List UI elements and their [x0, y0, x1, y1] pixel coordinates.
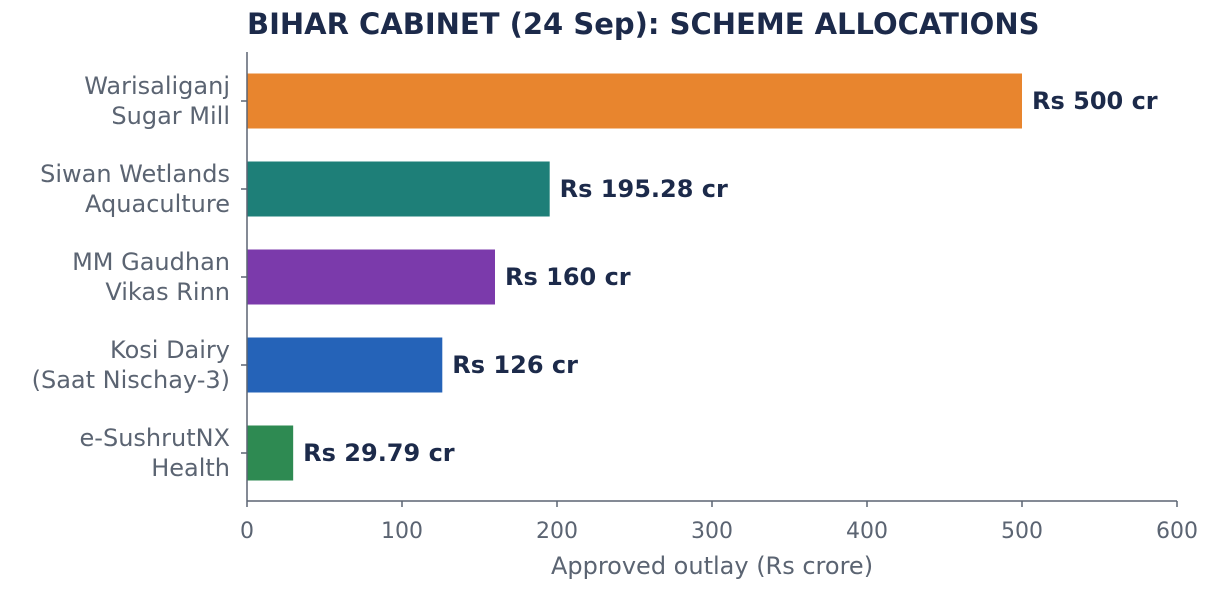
category-label: MM Gaudhan Vikas Rinn	[72, 248, 230, 306]
bar	[247, 161, 550, 217]
category-label: e-SushrutNX Health	[80, 424, 230, 482]
category-label-line: MM Gaudhan	[72, 248, 230, 276]
bar-data-label: Rs 126 cr	[452, 351, 578, 379]
category-label-line: Sugar Mill	[111, 102, 230, 130]
x-tick-label: 500	[1001, 519, 1043, 544]
x-axis: 0 100 200 300 400 500 600	[240, 500, 1198, 544]
x-tick-label: 200	[536, 519, 578, 544]
category-label: Siwan Wetlands Aquaculture	[40, 160, 230, 218]
x-tick-label: 0	[240, 519, 254, 544]
bar	[247, 249, 495, 305]
bar-data-label: Rs 500 cr	[1032, 87, 1158, 115]
x-tick-label: 600	[1156, 519, 1198, 544]
category-label-line: e-SushrutNX	[80, 424, 230, 452]
x-tick-label: 100	[381, 519, 423, 544]
category-label-line: Warisaliganj	[84, 72, 230, 100]
bar	[247, 337, 443, 393]
chart-title: BIHAR CABINET (24 Sep): SCHEME ALLOCATIO…	[247, 7, 1039, 41]
bar-data-label: Rs 29.79 cr	[303, 439, 455, 467]
category-label-line: Health	[151, 454, 230, 482]
category-label: Warisaliganj Sugar Mill	[84, 72, 230, 130]
category-label: Kosi Dairy (Saat Nischay-3)	[32, 336, 230, 394]
bar-data-label: Rs 195.28 cr	[560, 175, 728, 203]
bar	[247, 425, 294, 481]
x-tick-label: 300	[691, 519, 733, 544]
category-label-line: (Saat Nischay-3)	[32, 366, 230, 394]
x-tick-label: 400	[846, 519, 888, 544]
category-label-line: Kosi Dairy	[110, 336, 230, 364]
category-label-line: Vikas Rinn	[105, 278, 230, 306]
bar-data-label: Rs 160 cr	[505, 263, 631, 291]
category-label-line: Aquaculture	[85, 190, 230, 218]
category-label-line: Siwan Wetlands	[40, 160, 230, 188]
y-axis: Warisaliganj Sugar Mill Siwan Wetlands Aqua…	[32, 52, 248, 501]
bars-group: Rs 500 cr Rs 195.28 cr Rs 160 cr Rs 126 cr R…	[247, 73, 1158, 481]
bar	[247, 73, 1022, 129]
x-axis-title: Approved outlay (Rs crore)	[551, 552, 873, 580]
